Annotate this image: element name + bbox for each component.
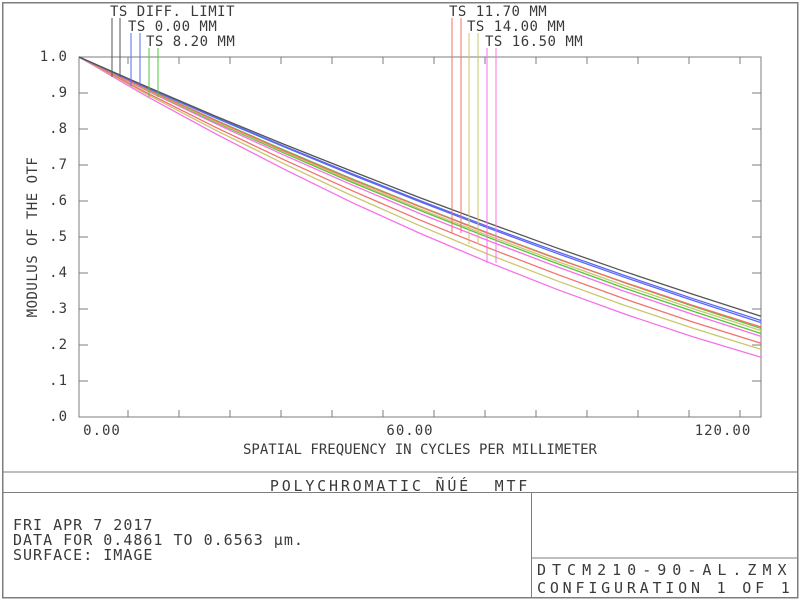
- mtf-curve: [78, 56, 762, 337]
- mtf-curve: [78, 56, 762, 317]
- mtf-curve: [78, 56, 762, 332]
- mtf-curve: [78, 56, 762, 344]
- y-tick-label: .4: [49, 265, 68, 281]
- x-axis-title: SPATIAL FREQUENCY IN CYCLES PER MILLIMET…: [242, 442, 597, 458]
- y-tick-label: .1: [49, 373, 68, 389]
- footer-filename: DTCM210-90-AL.ZMX: [537, 561, 793, 579]
- x-tick-label: 120.00: [694, 423, 752, 439]
- legend-label-0mm: TS 0.00 MM: [128, 19, 218, 35]
- y-tick-label: .3: [49, 301, 68, 317]
- legend-label-diff-limit: TS DIFF. LIMIT: [110, 4, 236, 20]
- chart-title: POLYCHROMATIC ÑÚÉ MTF: [269, 477, 531, 495]
- footer-date: FRI APR 7 2017: [13, 516, 154, 534]
- y-tick-label: 1.0: [39, 49, 68, 65]
- mtf-curve: [78, 56, 762, 322]
- y-tick-label: .7: [49, 157, 68, 173]
- mtf-curve: [78, 56, 762, 350]
- legend-label-14-00mm: TS 14.00 MM: [467, 19, 566, 35]
- y-tick-label: .8: [49, 121, 68, 137]
- legend-label-8-20mm: TS 8.20 MM: [146, 34, 236, 50]
- y-tick-label: .9: [49, 85, 68, 101]
- x-tick-label: 60.00: [386, 423, 434, 439]
- mtf-curve: [78, 56, 762, 335]
- footer-surface: SURFACE: IMAGE: [13, 546, 154, 564]
- y-tick-label: .6: [49, 193, 68, 209]
- legend-label-16-50mm: TS 16.50 MM: [485, 34, 584, 50]
- y-tick-label: .0: [49, 409, 68, 425]
- y-tick-label: .2: [49, 337, 68, 353]
- mtf-curve: [78, 56, 762, 328]
- mtf-curve: [78, 56, 762, 358]
- y-tick-label: .5: [49, 229, 68, 245]
- legend-label-11-70mm: TS 11.70 MM: [449, 4, 548, 20]
- footer-configuration: CONFIGURATION 1 OF 1: [537, 579, 794, 597]
- footer-data-range: DATA FOR 0.4861 TO 0.6563 µm.: [13, 531, 304, 549]
- x-tick-label: 0.00: [83, 423, 121, 439]
